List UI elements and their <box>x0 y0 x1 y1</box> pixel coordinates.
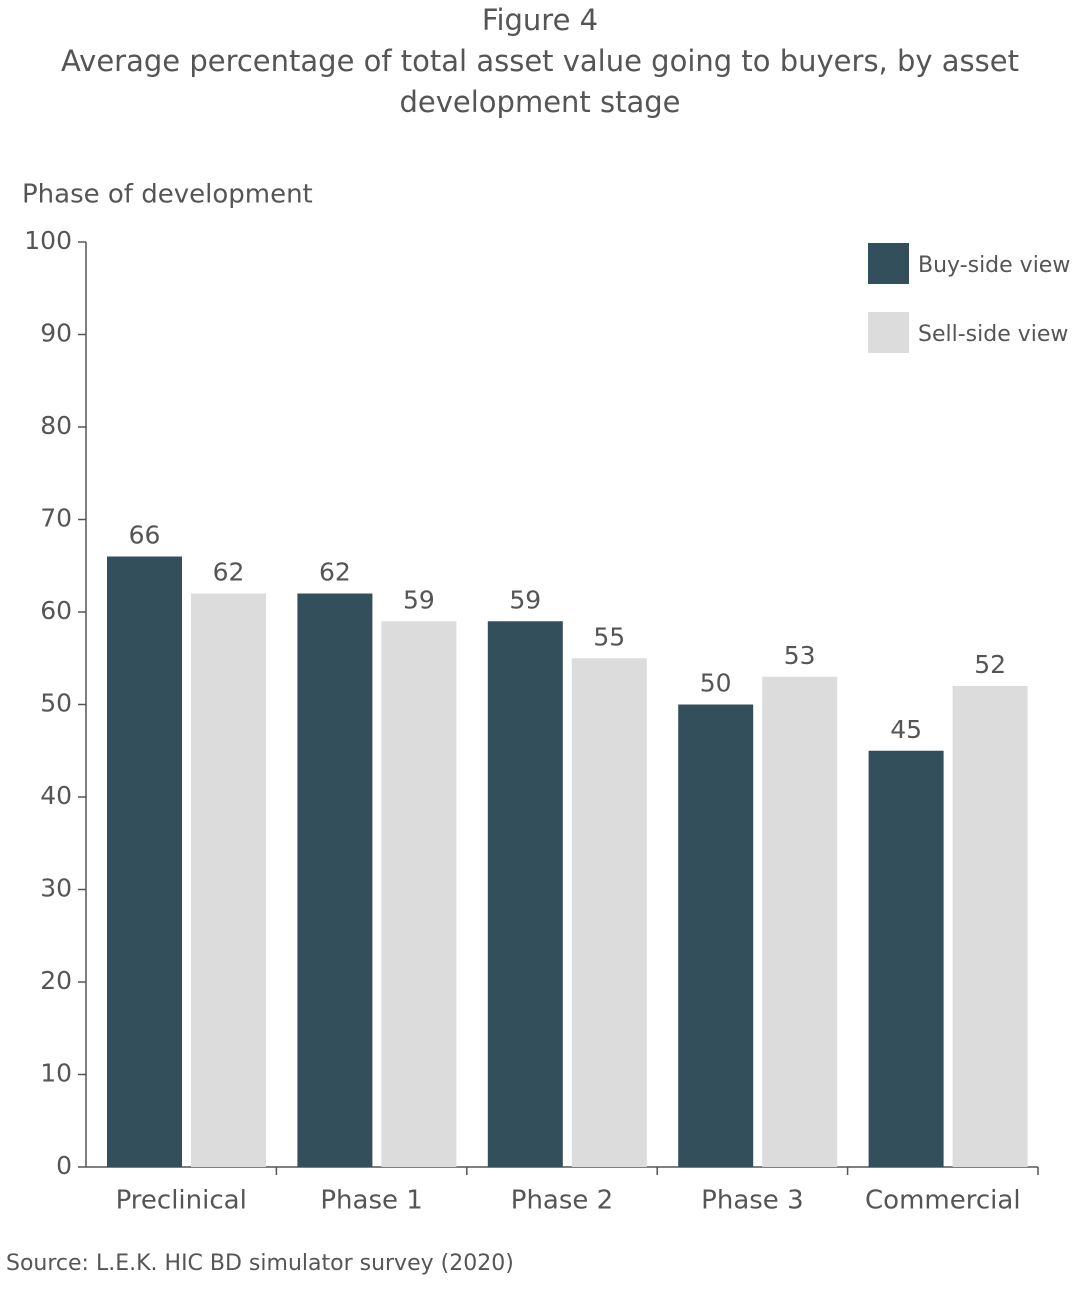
y-tick-label: 70 <box>40 504 72 533</box>
legend-label: Sell-side view <box>918 322 1068 347</box>
data-label: 62 <box>213 558 245 587</box>
legend-swatch <box>868 243 909 284</box>
bar <box>571 658 647 1167</box>
bar <box>678 704 754 1167</box>
bar <box>487 621 563 1167</box>
data-label: 66 <box>129 521 161 550</box>
chart-title: Average percentage of total asset value … <box>61 44 1019 119</box>
data-label: 45 <box>890 715 922 744</box>
chart-subtitle: Figure 4 <box>481 3 599 37</box>
y-tick-label: 50 <box>40 689 72 718</box>
y-tick-label: 100 <box>24 226 72 255</box>
data-label: 50 <box>700 669 732 698</box>
y-tick-label: 10 <box>40 1059 72 1088</box>
y-tick-label: 90 <box>40 319 72 348</box>
bar <box>107 556 182 1167</box>
bar <box>191 593 266 1167</box>
bar <box>868 750 944 1167</box>
title-block: Figure 4 Average percentage of total ass… <box>10 0 1070 123</box>
x-tick-label: Preclinical <box>116 1186 247 1216</box>
y-tick-label: 40 <box>40 781 72 810</box>
x-tick-label: Phase 1 <box>320 1186 422 1216</box>
bar <box>381 621 457 1167</box>
y-tick-label: 30 <box>40 874 72 903</box>
data-label: 62 <box>319 558 351 587</box>
legend-swatch <box>868 312 909 353</box>
y-tick-label: 0 <box>56 1151 72 1180</box>
bar <box>952 686 1028 1167</box>
y-tick-label: 20 <box>40 966 72 995</box>
data-label: 55 <box>593 622 625 651</box>
y-axis-label: Phase of development <box>22 180 313 210</box>
x-tick-label: Phase 3 <box>701 1186 803 1216</box>
x-tick-label: Phase 2 <box>511 1186 613 1216</box>
x-tick-label: Commercial <box>865 1186 1021 1216</box>
bar <box>297 593 373 1167</box>
data-label: 52 <box>974 650 1006 679</box>
y-tick-label: 60 <box>40 596 72 625</box>
legend-label: Buy-side view <box>918 253 1070 278</box>
source: Source: L.E.K. HIC BD simulator survey (… <box>6 1251 514 1276</box>
data-label: 59 <box>509 585 541 614</box>
y-tick-label: 80 <box>40 411 72 440</box>
data-label: 53 <box>784 641 816 670</box>
data-label: 59 <box>403 585 435 614</box>
bar <box>762 676 838 1167</box>
